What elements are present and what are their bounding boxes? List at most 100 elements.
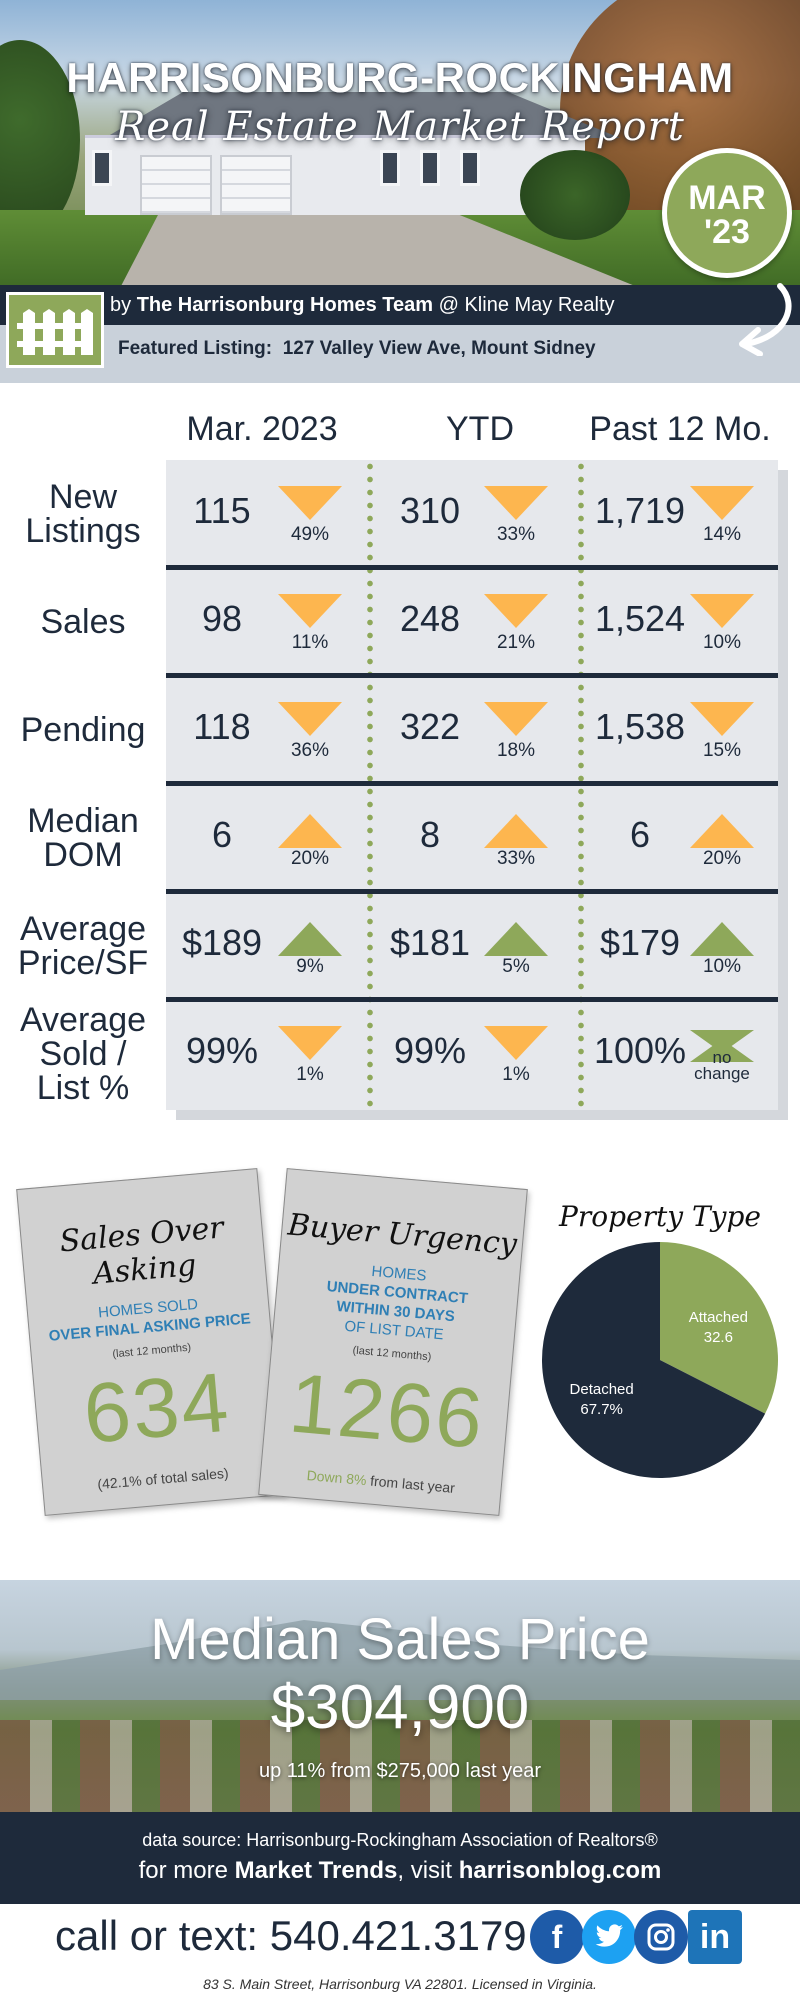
more-info-text: for more Market Trends, visit harrisonbl… — [0, 1857, 800, 1885]
row-divider — [166, 565, 778, 570]
card-number: 634 — [79, 1354, 234, 1461]
stat-change: 15% — [702, 740, 742, 761]
agent-brokerage: @ Kline May Realty — [433, 294, 615, 316]
stat-change: 20% — [290, 848, 330, 869]
row-label-line: Average — [19, 910, 147, 948]
stat-change: 33% — [496, 524, 536, 545]
featured-address[interactable]: 127 Valley View Ave, Mount Sidney — [282, 338, 596, 359]
row-divider — [166, 673, 778, 678]
stat-value: 1,719 — [594, 490, 686, 531]
stat-value: 99% — [185, 1030, 259, 1071]
stat-change: no change — [694, 1048, 750, 1083]
pie-chart-title: Property Type — [559, 1200, 761, 1233]
stat-change: 9% — [296, 956, 324, 977]
stat-change: 1% — [296, 1064, 324, 1085]
row-label: Median DOM — [0, 784, 166, 892]
sales-over-asking-card: Sales Over Asking HOMES SOLD OVER FINAL … — [16, 1168, 286, 1516]
card-footnote: Down 8% from last year — [261, 1463, 501, 1500]
stat-value: 248 — [399, 598, 461, 639]
stat-change: 18% — [496, 740, 536, 761]
row-label: Pending — [0, 676, 166, 784]
stat-value: 99% — [393, 1030, 467, 1071]
twitter-icon[interactable] — [582, 1910, 636, 1964]
row-label-line: Sales — [40, 603, 126, 641]
facebook-icon[interactable]: f — [530, 1910, 584, 1964]
row-divider — [166, 781, 778, 786]
stat-value: 1,538 — [594, 706, 686, 747]
row-label: Sales — [0, 568, 166, 676]
stat-value: 100% — [593, 1030, 687, 1071]
buyer-urgency-card: Buyer Urgency HOMES UNDER CONTRACT WITHI… — [258, 1168, 528, 1516]
stat-change: 20% — [702, 848, 742, 869]
stat-value: 118 — [193, 706, 251, 747]
stat-value: 98 — [201, 598, 243, 639]
row-label-line: List % — [36, 1069, 130, 1107]
stat-value: 8 — [419, 814, 441, 855]
column-header-ytd: YTD — [446, 410, 514, 448]
more-prefix: for more — [138, 1857, 235, 1884]
featured-label: Featured Listing: — [118, 338, 273, 359]
team-name[interactable]: The Harrisonburg Homes Team — [136, 294, 434, 316]
stat-change: 33% — [496, 848, 536, 869]
card-number: 1266 — [285, 1355, 489, 1467]
more-bold: Market Trends — [234, 1857, 398, 1884]
column-header-month: Mar. 2023 — [186, 410, 338, 448]
card-title: Buyer Urgency — [286, 1207, 519, 1263]
median-price-value: $304,900 — [270, 1673, 530, 1742]
call-or-text[interactable]: call or text: 540.421.3179 — [55, 1912, 527, 1959]
stat-value: 6 — [211, 814, 233, 855]
office-address: 83 S. Main Street, Harrisonburg VA 22801… — [203, 1976, 597, 1992]
stat-value: 1,524 — [594, 598, 686, 639]
row-divider — [166, 889, 778, 894]
agent-bar: by The Harrisonburg Homes Team @ Kline M… — [0, 285, 800, 325]
row-divider — [166, 997, 778, 1002]
month-badge: MAR '23 — [662, 148, 792, 278]
row-label: New Listings — [0, 460, 166, 568]
row-label-line: Listings — [25, 512, 141, 550]
row-label: Average Sold / List % — [0, 1000, 166, 1108]
stat-change: 21% — [496, 632, 536, 653]
row-label-line: DOM — [43, 836, 123, 874]
stat-value: $179 — [599, 922, 681, 963]
report-subtitle: Real Estate Market Report — [115, 104, 685, 150]
stat-change: 10% — [702, 632, 742, 653]
stat-change: 11% — [291, 632, 329, 653]
stat-change: 14% — [702, 524, 742, 545]
report-title: HARRISONBURG-ROCKINGHAM — [66, 54, 734, 101]
pie-value-label: 32.6 — [704, 1329, 733, 1346]
pie-label: Attached — [689, 1309, 748, 1326]
more-mid: , visit — [397, 1857, 459, 1884]
pie-value-label: 67.7% — [580, 1401, 623, 1418]
row-label-line: Price/SF — [17, 944, 149, 982]
card-title: Sales Over Asking — [58, 1210, 226, 1292]
landscape-photo — [0, 1580, 800, 1812]
row-label-line: Median — [27, 802, 139, 840]
stat-change: 5% — [502, 956, 530, 977]
source-bar: data source: Harrisonburg-Rockingham Ass… — [0, 1812, 800, 1904]
row-label: Average Price/SF — [0, 892, 166, 1000]
stat-change: 1% — [502, 1064, 530, 1085]
featured-listing-bar[interactable]: Featured Listing: 127 Valley View Ave, M… — [0, 325, 800, 383]
stat-value: $181 — [389, 922, 471, 963]
card-footnote-change: Down 8% — [306, 1467, 368, 1489]
data-source-text: data source: Harrisonburg-Rockingham Ass… — [142, 1830, 658, 1850]
fence-logo-icon — [6, 292, 104, 368]
median-price-change: up 11% from $275,000 last year — [258, 1760, 542, 1782]
stat-change: 36% — [290, 740, 330, 761]
row-label-line: Sold / — [39, 1035, 127, 1073]
linkedin-icon[interactable]: in — [688, 1910, 742, 1964]
stat-value: 322 — [399, 706, 461, 747]
stat-value: 115 — [193, 490, 251, 531]
website-link[interactable]: harrisonblog.com — [458, 1857, 662, 1884]
stat-change: 49% — [290, 524, 330, 545]
badge-month: MAR — [688, 179, 766, 217]
stat-value: 6 — [629, 814, 651, 855]
instagram-icon[interactable] — [634, 1910, 688, 1964]
stat-value: 310 — [399, 490, 461, 531]
column-header-12mo: Past 12 Mo. — [589, 410, 771, 448]
pie-slice-detached — [542, 1242, 766, 1478]
curved-arrow-icon — [739, 283, 792, 356]
stat-value: $189 — [181, 922, 263, 963]
row-label-line: New — [48, 478, 118, 516]
card-caption: HOMES UNDER CONTRACT WITHIN 30 DAYS OF L… — [274, 1254, 520, 1351]
